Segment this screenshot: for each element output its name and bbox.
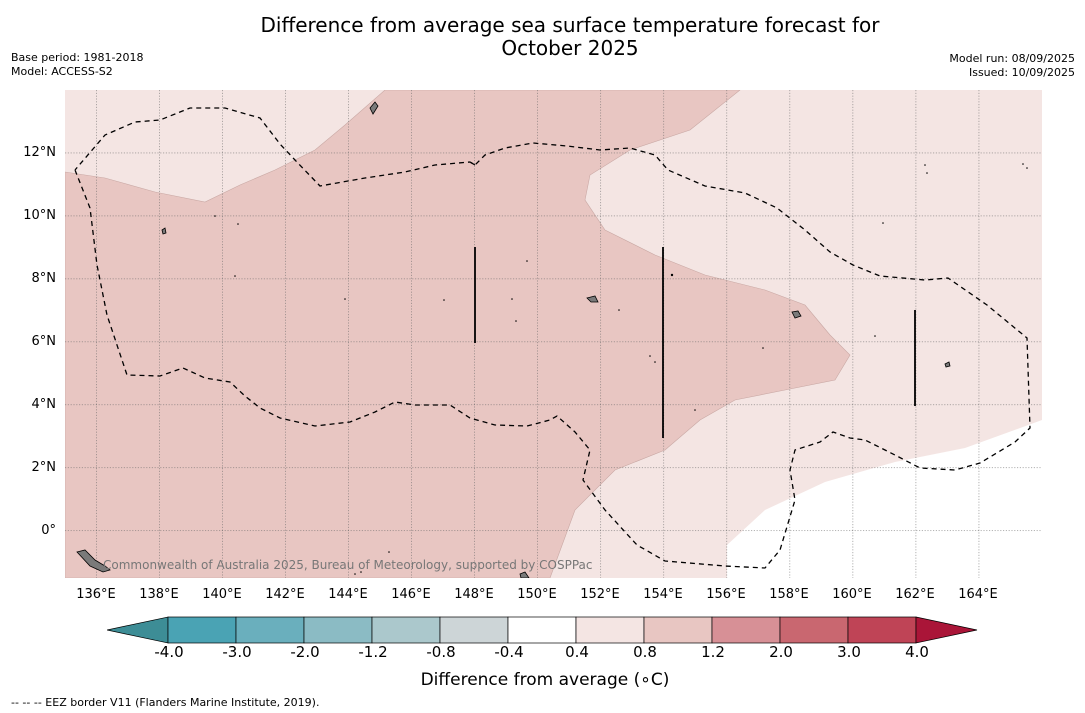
colorbar-swatch — [303, 616, 373, 644]
lon-label-164e: 164°E — [958, 587, 998, 602]
colorbar-tick: 2.0 — [769, 643, 793, 661]
map-panel — [65, 90, 1042, 578]
graticule — [65, 90, 1042, 578]
colorbar-tick: 1.2 — [701, 643, 725, 661]
colorbar-tick: 0.4 — [565, 643, 589, 661]
island — [76, 549, 111, 573]
islands — [76, 101, 951, 578]
colorbar-swatch — [847, 616, 917, 644]
colorbar-swatch — [167, 616, 237, 644]
title-line-1: Difference from average sea surface temp… — [260, 13, 880, 37]
lat-label-4n: 4°N — [31, 397, 57, 412]
colorbar-swatch — [575, 616, 645, 644]
island — [586, 295, 599, 303]
colorbar-swatch — [779, 616, 849, 644]
colorbar-tick: 0.8 — [633, 643, 657, 661]
lon-label-146e: 146°E — [391, 587, 431, 602]
model-name: Model: ACCESS-S2 — [11, 65, 113, 78]
colorbar-svg — [106, 616, 978, 644]
colorbar-tick: -2.0 — [290, 643, 320, 661]
island — [944, 361, 951, 368]
colorbar-extend-low — [106, 616, 169, 644]
lat-label-6n: 6°N — [31, 334, 57, 349]
colorbar-tick: -1.2 — [358, 643, 388, 661]
meta-right: Model run: 08/09/2025 Issued: 10/09/2025 — [949, 52, 1075, 80]
lon-label-160e: 160°E — [832, 587, 872, 602]
colorbar-swatch — [507, 616, 577, 644]
colorbar-tick: -4.0 — [154, 643, 184, 661]
base-period: Base period: 1981-2018 — [11, 51, 144, 64]
anomaly-fill-neutral — [727, 420, 1042, 578]
colorbar-swatch — [371, 616, 441, 644]
lat-label-0: 0° — [41, 523, 56, 538]
lon-label-158e: 158°E — [769, 587, 809, 602]
island — [369, 101, 379, 115]
colorbar-swatch — [439, 616, 509, 644]
map-svg — [65, 90, 1042, 578]
colorbar — [106, 615, 979, 645]
island — [791, 310, 802, 319]
colorbar-extend-high — [915, 616, 978, 644]
colorbar-tick: -0.8 — [426, 643, 456, 661]
lon-label-152e: 152°E — [580, 587, 620, 602]
issued-date: Issued: 10/09/2025 — [968, 66, 1075, 79]
lon-label-154e: 154°E — [643, 587, 683, 602]
colorbar-swatch — [643, 616, 713, 644]
lon-label-144e: 144°E — [328, 587, 368, 602]
lon-label-140e: 140°E — [202, 587, 242, 602]
lon-label-150e: 150°E — [517, 587, 557, 602]
meta-left: Base period: 1981-2018 Model: ACCESS-S2 — [11, 51, 143, 79]
anomaly-fill-warm — [65, 90, 851, 578]
title-line-2: October 2025 — [501, 36, 639, 60]
colorbar-label: Difference from average (∘C) — [420, 670, 670, 690]
lat-label-10n: 10°N — [23, 208, 56, 223]
colorbar-tick: 3.0 — [837, 643, 861, 661]
lat-label-2n: 2°N — [31, 460, 57, 475]
lon-label-138e: 138°E — [139, 587, 179, 602]
colorbar-tick: 4.0 — [905, 643, 929, 661]
lon-label-162e: 162°E — [895, 587, 935, 602]
lat-label-8n: 8°N — [31, 271, 57, 286]
lon-label-136e: 136°E — [76, 587, 116, 602]
island — [161, 227, 167, 235]
map-credit: Commonwealth of Australia 2025, Bureau o… — [103, 558, 593, 572]
eez-footnote: -- -- -- EEZ border V11 (Flanders Marine… — [11, 696, 320, 709]
lat-label-12n: 12°N — [23, 145, 56, 160]
colorbar-tick: -0.4 — [494, 643, 524, 661]
lon-label-148e: 148°E — [454, 587, 494, 602]
colorbar-swatch — [235, 616, 305, 644]
eez-borders — [74, 107, 1031, 569]
boundary-segments — [474, 247, 916, 438]
map-title: Difference from average sea surface temp… — [170, 14, 970, 60]
lon-label-156e: 156°E — [706, 587, 746, 602]
colorbar-swatch — [711, 616, 781, 644]
small-islets — [214, 163, 1028, 575]
island — [519, 571, 530, 578]
model-run: Model run: 08/09/2025 — [949, 52, 1075, 65]
colorbar-tick: -3.0 — [222, 643, 252, 661]
lon-label-142e: 142°E — [265, 587, 305, 602]
